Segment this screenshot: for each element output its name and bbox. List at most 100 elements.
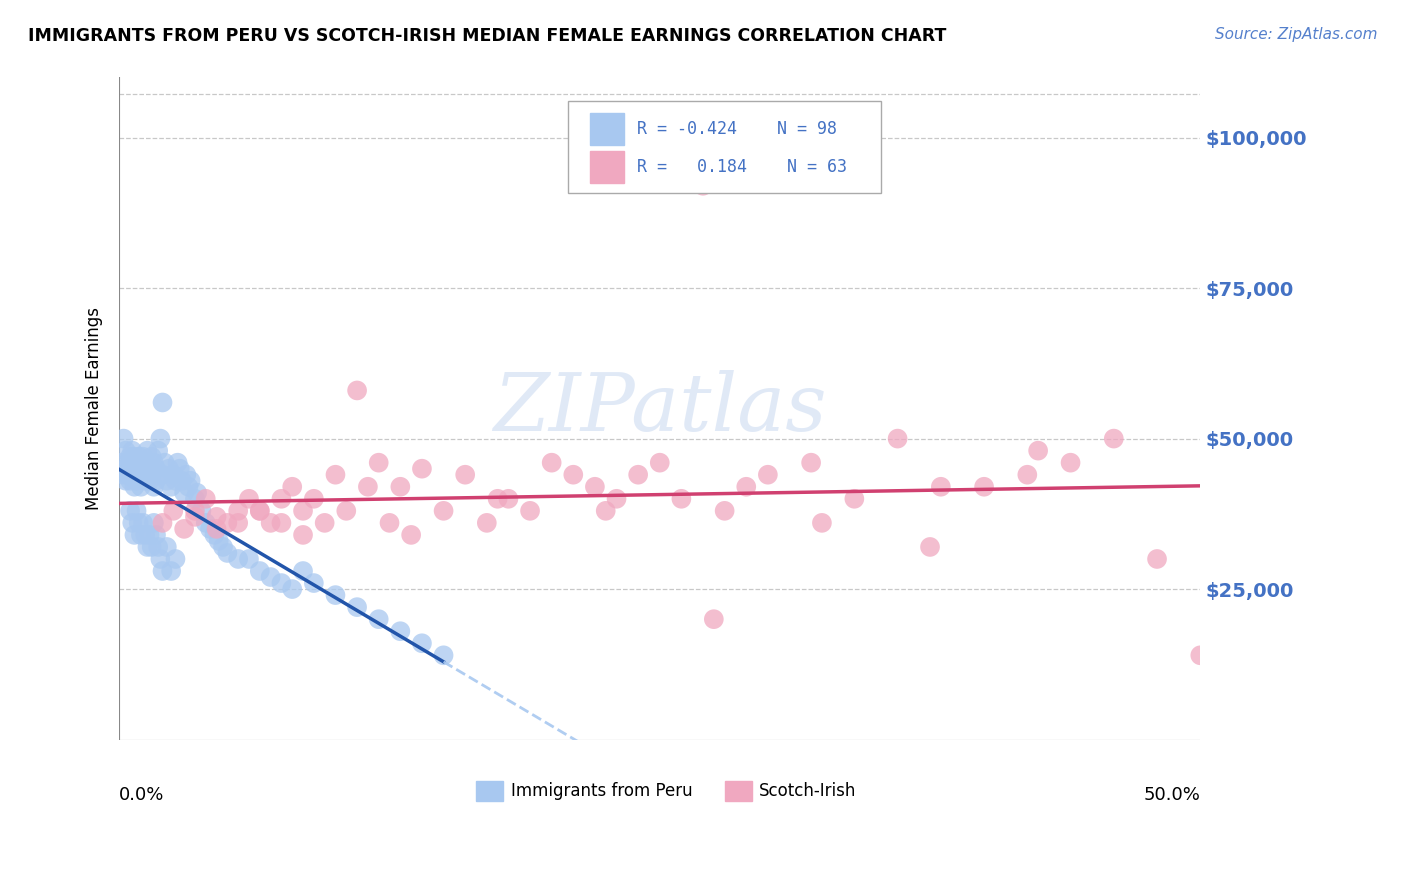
Point	[486, 491, 509, 506]
Text: 0.0%: 0.0%	[120, 786, 165, 804]
Point	[314, 516, 336, 530]
Point	[138, 474, 160, 488]
Point	[184, 504, 207, 518]
Point	[166, 456, 188, 470]
Point	[606, 491, 628, 506]
Point	[811, 516, 834, 530]
Point	[346, 384, 368, 398]
Point	[540, 456, 562, 470]
Point	[112, 467, 135, 482]
Point	[1189, 648, 1212, 663]
Point	[335, 504, 357, 518]
Point	[142, 516, 165, 530]
Point	[134, 528, 156, 542]
Point	[367, 456, 389, 470]
Text: R =   0.184    N = 63: R = 0.184 N = 63	[637, 158, 846, 177]
Y-axis label: Median Female Earnings: Median Female Earnings	[86, 307, 103, 510]
Point	[713, 504, 735, 518]
Point	[170, 474, 193, 488]
Point	[212, 540, 235, 554]
Point	[249, 504, 271, 518]
Point	[498, 491, 520, 506]
Point	[238, 491, 260, 506]
Point	[973, 480, 995, 494]
Point	[152, 467, 174, 482]
Point	[114, 474, 136, 488]
Point	[136, 540, 159, 554]
Point	[202, 528, 225, 542]
Point	[148, 540, 170, 554]
Point	[134, 474, 156, 488]
Point	[302, 576, 325, 591]
Text: Scotch-Irish: Scotch-Irish	[759, 782, 856, 800]
Point	[180, 474, 202, 488]
Point	[357, 480, 380, 494]
Point	[174, 467, 197, 482]
Point	[165, 474, 187, 488]
Point	[226, 504, 249, 518]
Point	[124, 528, 146, 542]
Point	[169, 461, 191, 475]
Point	[692, 178, 714, 193]
Point	[627, 467, 650, 482]
Point	[259, 516, 281, 530]
Point	[149, 552, 172, 566]
Point	[138, 528, 160, 542]
Point	[411, 461, 433, 475]
Point	[145, 461, 167, 475]
Point	[120, 474, 142, 488]
Point	[238, 552, 260, 566]
Point	[1059, 456, 1081, 470]
Point	[918, 540, 941, 554]
Point	[208, 533, 231, 548]
Bar	[724, 781, 752, 801]
Point	[378, 516, 401, 530]
Point	[128, 450, 150, 464]
Point	[114, 443, 136, 458]
Point	[844, 491, 866, 506]
Point	[142, 456, 165, 470]
Point	[112, 432, 135, 446]
Point	[136, 443, 159, 458]
Point	[270, 576, 292, 591]
Point	[121, 467, 143, 482]
Point	[149, 432, 172, 446]
Point	[886, 432, 908, 446]
Point	[1026, 443, 1049, 458]
Point	[152, 395, 174, 409]
Point	[153, 456, 176, 470]
Point	[1017, 467, 1039, 482]
Point	[325, 588, 347, 602]
Point	[125, 474, 148, 488]
Point	[205, 509, 228, 524]
Text: ZIPatlas: ZIPatlas	[494, 370, 827, 447]
Point	[703, 612, 725, 626]
Point	[800, 456, 823, 470]
Point	[141, 450, 163, 464]
Point	[145, 474, 167, 488]
Point	[583, 480, 606, 494]
Point	[125, 467, 148, 482]
Point	[136, 467, 159, 482]
Point	[125, 456, 148, 470]
Point	[259, 570, 281, 584]
Point	[125, 504, 148, 518]
Point	[128, 461, 150, 475]
Point	[129, 467, 152, 482]
Point	[270, 491, 292, 506]
Point	[156, 474, 179, 488]
Point	[162, 504, 184, 518]
FancyBboxPatch shape	[568, 101, 882, 194]
Point	[157, 461, 180, 475]
Point	[121, 516, 143, 530]
Point	[160, 480, 183, 494]
Bar	[589, 113, 624, 145]
Point	[121, 456, 143, 470]
Point	[142, 480, 165, 494]
Point	[132, 461, 155, 475]
Text: 50.0%: 50.0%	[1143, 786, 1201, 804]
Point	[138, 461, 160, 475]
Point	[152, 564, 174, 578]
Point	[129, 480, 152, 494]
Point	[226, 516, 249, 530]
